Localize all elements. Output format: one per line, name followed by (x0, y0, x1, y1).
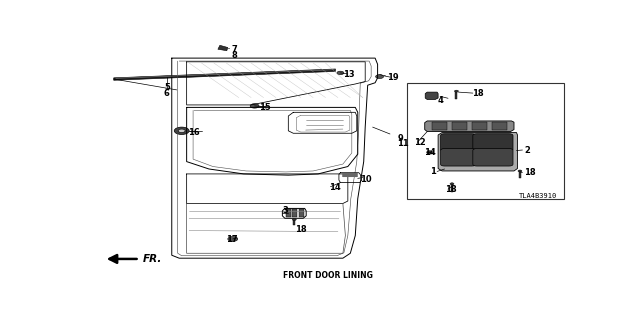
Polygon shape (451, 184, 453, 192)
Text: 7: 7 (231, 45, 237, 54)
Polygon shape (218, 45, 228, 51)
Polygon shape (438, 132, 518, 171)
Circle shape (376, 75, 383, 79)
Polygon shape (286, 209, 291, 217)
Polygon shape (114, 69, 335, 80)
Text: 9: 9 (397, 134, 403, 143)
Text: FR.: FR. (143, 254, 162, 264)
FancyBboxPatch shape (440, 134, 476, 151)
Text: 18: 18 (295, 225, 307, 234)
Text: 13: 13 (343, 70, 355, 79)
Text: 15: 15 (259, 103, 270, 112)
Circle shape (178, 129, 185, 132)
Text: 8: 8 (231, 51, 237, 60)
Text: 3: 3 (282, 206, 288, 215)
Text: 1: 1 (429, 167, 436, 176)
Text: 18: 18 (472, 89, 483, 98)
Text: 2: 2 (524, 146, 530, 155)
Polygon shape (292, 209, 297, 217)
Circle shape (337, 71, 344, 75)
Circle shape (454, 90, 458, 92)
Text: 5: 5 (164, 83, 170, 92)
Polygon shape (299, 209, 304, 217)
Polygon shape (452, 122, 467, 130)
Polygon shape (472, 122, 487, 130)
Text: 14: 14 (330, 183, 341, 192)
Circle shape (174, 127, 189, 134)
Text: 4: 4 (437, 96, 443, 105)
Circle shape (292, 219, 296, 220)
Text: 12: 12 (414, 138, 426, 147)
Polygon shape (425, 92, 438, 100)
Text: 19: 19 (388, 73, 399, 82)
Circle shape (228, 236, 237, 241)
Polygon shape (293, 220, 295, 225)
Text: 16: 16 (188, 128, 200, 137)
Polygon shape (432, 122, 447, 130)
Polygon shape (456, 92, 458, 99)
Text: TLA4B3910: TLA4B3910 (519, 193, 557, 199)
FancyBboxPatch shape (473, 134, 513, 151)
Polygon shape (492, 122, 507, 130)
Circle shape (518, 170, 522, 172)
Text: 10: 10 (360, 175, 372, 184)
Circle shape (250, 104, 259, 108)
Text: 18: 18 (445, 185, 456, 194)
Text: 18: 18 (524, 168, 536, 177)
Text: FRONT DOOR LINING: FRONT DOOR LINING (283, 271, 373, 280)
Text: 11: 11 (397, 139, 409, 148)
FancyBboxPatch shape (440, 148, 476, 166)
Text: 14: 14 (424, 148, 435, 157)
Polygon shape (425, 121, 514, 132)
Text: 6: 6 (164, 89, 170, 98)
Circle shape (450, 183, 454, 185)
Text: 17: 17 (227, 236, 238, 244)
Circle shape (427, 151, 433, 154)
Polygon shape (519, 171, 521, 178)
FancyBboxPatch shape (473, 148, 513, 166)
